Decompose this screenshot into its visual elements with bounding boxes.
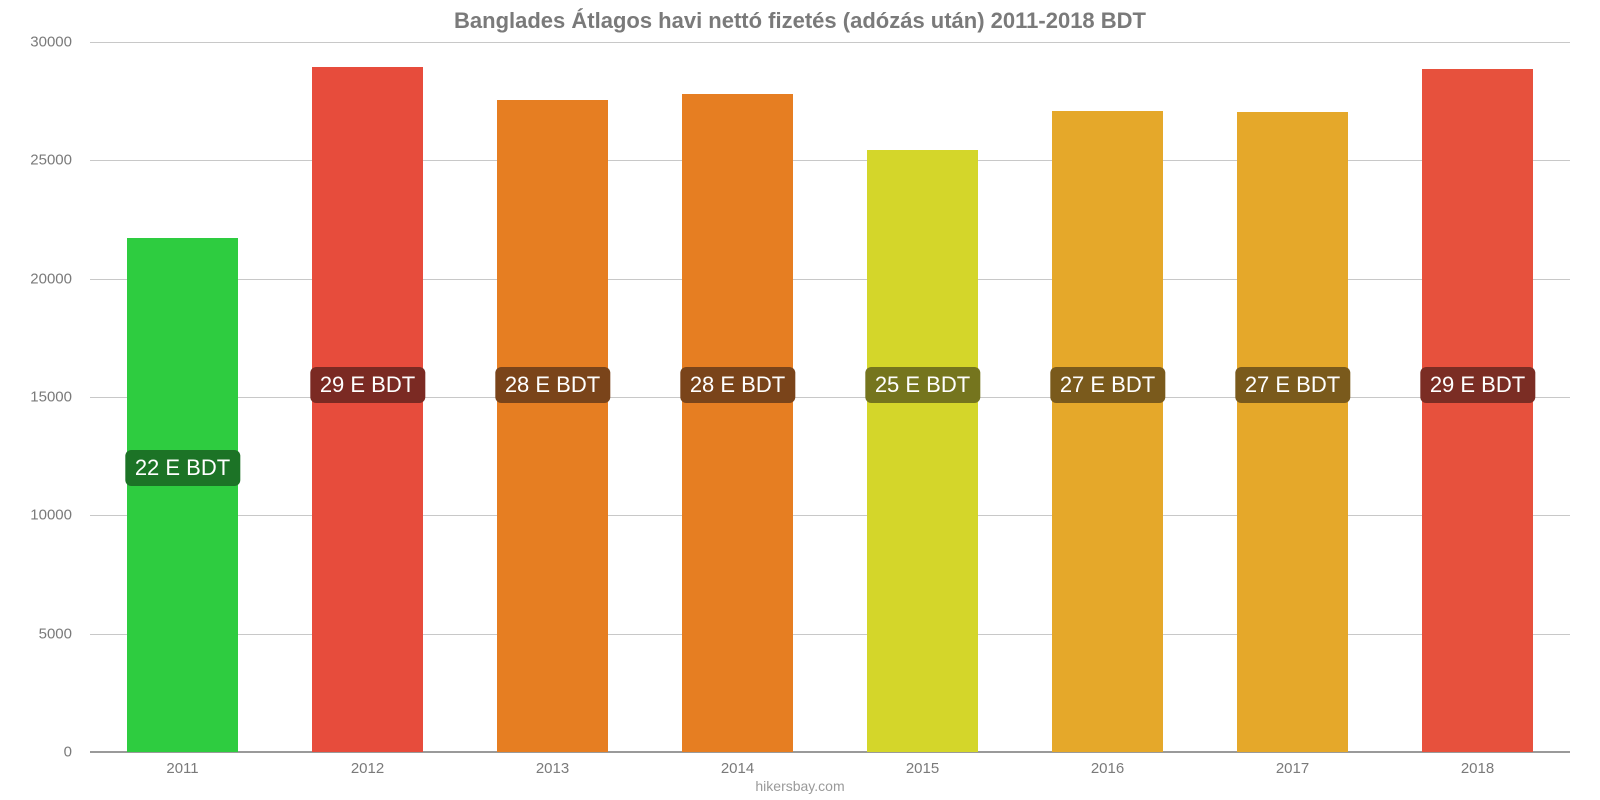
y-tick-label: 25000 (0, 152, 72, 169)
y-tick-label: 10000 (0, 507, 72, 524)
y-tick-label: 15000 (0, 389, 72, 406)
bar (867, 150, 978, 752)
bar (497, 100, 608, 752)
x-tick-label: 2011 (166, 760, 198, 777)
x-tick-label: 2015 (906, 760, 939, 777)
x-tick-label: 2012 (351, 760, 384, 777)
x-tick-label: 2014 (721, 760, 754, 777)
bar-value-label: 28 E BDT (495, 367, 610, 403)
y-tick-label: 0 (0, 744, 72, 761)
x-tick-label: 2017 (1276, 760, 1309, 777)
chart-title: Banglades Átlagos havi nettó fizetés (ad… (0, 8, 1600, 34)
x-tick-label: 2018 (1461, 760, 1494, 777)
bar (1237, 112, 1348, 752)
bar (312, 67, 423, 752)
x-tick-label: 2016 (1091, 760, 1124, 777)
grid-line (90, 42, 1570, 43)
bar (127, 238, 238, 752)
x-tick-label: 2013 (536, 760, 569, 777)
bar-value-label: 27 E BDT (1050, 367, 1165, 403)
chart-container: Banglades Átlagos havi nettó fizetés (ad… (0, 0, 1600, 800)
chart-footer: hikersbay.com (0, 778, 1600, 794)
bar-value-label: 29 E BDT (310, 367, 425, 403)
plot-area: 05000100001500020000250003000022 E BDT20… (90, 42, 1570, 752)
bar-value-label: 22 E BDT (125, 450, 240, 486)
bar (1052, 111, 1163, 752)
bar (682, 94, 793, 752)
bar-value-label: 25 E BDT (865, 367, 980, 403)
bar-value-label: 29 E BDT (1420, 367, 1535, 403)
bar (1422, 69, 1533, 752)
bar-value-label: 27 E BDT (1235, 367, 1350, 403)
y-tick-label: 30000 (0, 34, 72, 51)
bar-value-label: 28 E BDT (680, 367, 795, 403)
y-tick-label: 20000 (0, 270, 72, 287)
y-tick-label: 5000 (0, 625, 72, 642)
